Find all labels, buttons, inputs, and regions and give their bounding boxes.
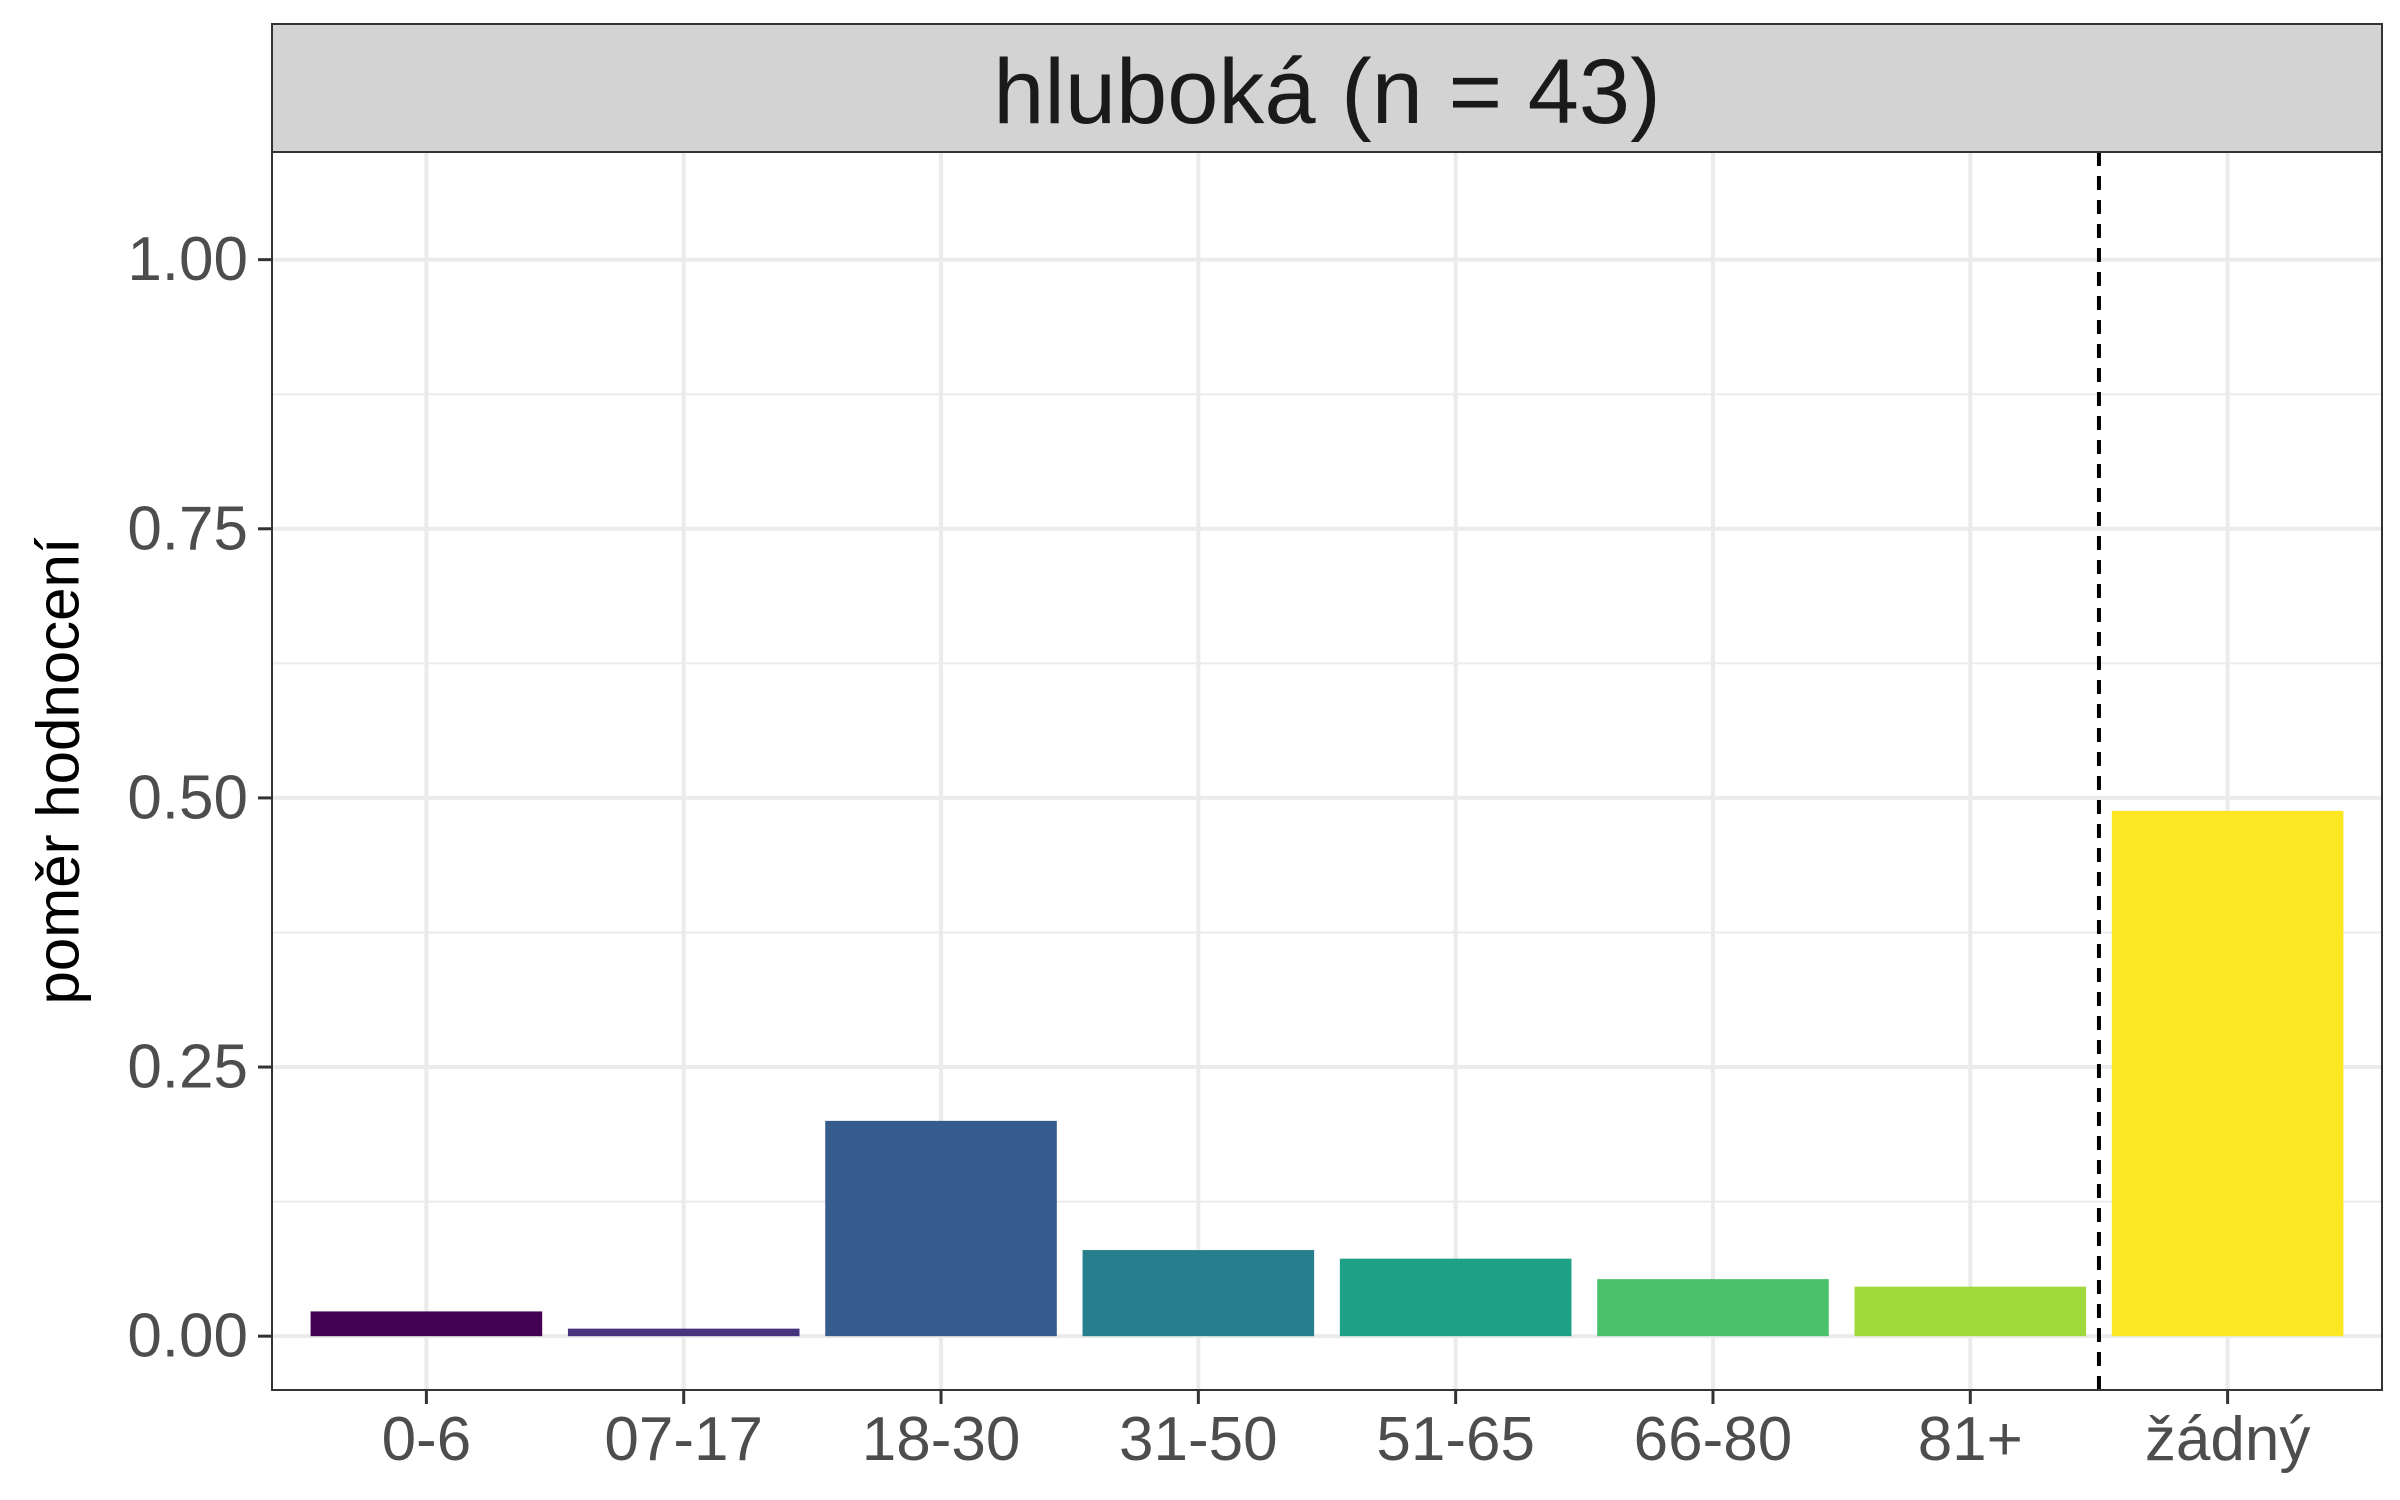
y-axis: 0.00 0.25 0.50 0.75 1.00 [127,225,272,1371]
x-tick-label: žádný [2145,1405,2310,1474]
bar-žádný [2111,810,2344,1337]
y-tick-label: 1.00 [127,225,248,294]
x-tick-label: 18-30 [862,1405,1021,1474]
x-tick-label: 66-80 [1634,1405,1793,1474]
facet-strip [271,23,2383,153]
y-axis-title: poměr hodnocení [25,537,92,1004]
y-tick-label: 0.00 [127,1302,248,1371]
y-tick-label: 0.25 [127,1033,248,1102]
bar-31-50 [1082,1250,1315,1337]
bar-51-65 [1339,1258,1572,1337]
minor-gridlines [272,393,2382,1203]
bar-18-30 [825,1120,1057,1337]
bar-0-6 [310,1311,543,1337]
x-tick-label: 07-17 [604,1405,763,1474]
bar-66-80 [1597,1279,1829,1337]
major-gridlines [272,152,2382,1390]
x-tick-label: 51-65 [1376,1405,1535,1474]
x-axis: 0-6 07-17 18-30 31-50 51-65 66-80 81+ žádný [382,1390,2310,1474]
x-tick-label: 31-50 [1119,1405,1278,1474]
x-tick-label: 81+ [1918,1405,2023,1474]
facet-strip-title: hluboká (n = 43) [993,41,1660,143]
bar-81+ [1854,1286,2087,1337]
y-tick-label: 0.75 [127,494,248,563]
y-tick-label: 0.50 [127,763,248,832]
bar-07-17 [567,1328,800,1337]
bars [310,810,2344,1337]
x-tick-label: 0-6 [382,1405,472,1474]
